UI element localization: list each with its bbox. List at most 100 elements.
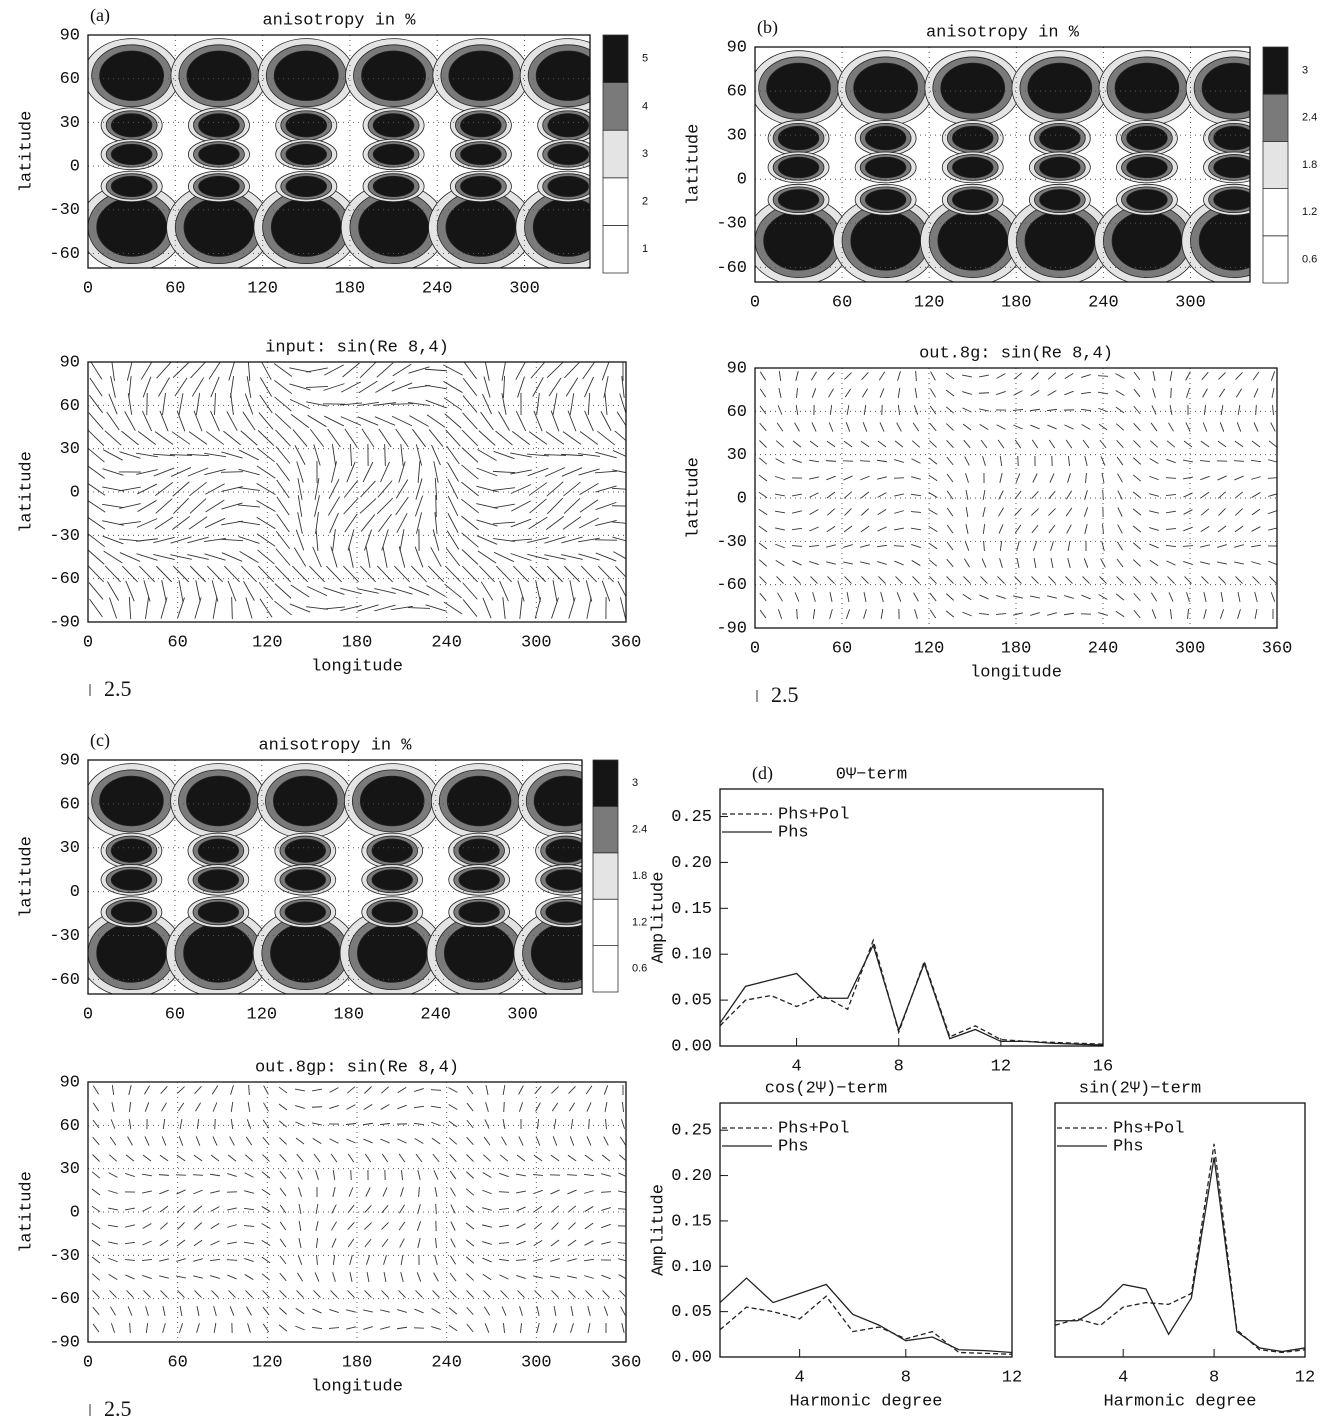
vector-stick [435,1237,437,1249]
vector-stick [145,1306,149,1316]
vector-stick [430,1089,442,1091]
vector-stick [775,458,785,464]
contour-region [864,125,907,151]
vector-stick [220,538,244,542]
vector-stick [1235,576,1243,584]
vector-stick [1117,490,1123,500]
vector-stick [962,374,972,378]
vector-stick [844,388,852,398]
vector-stick [825,460,837,462]
contour-region [1289,63,1334,113]
vector-stick [586,1136,592,1146]
vector-stick [566,1174,578,1176]
contour-region [547,143,589,166]
vector-stick [221,552,243,562]
vector-stick [1133,576,1141,584]
vector-stick [1048,490,1056,500]
vector-stick [380,1138,390,1144]
vector-stick [1013,390,1023,396]
y-tick-label: -30 [49,201,80,220]
vector-stick [482,1273,492,1281]
y-tick-label: 60 [727,83,747,102]
contour-region [1296,123,1334,152]
vector-stick [194,1290,202,1298]
vector-stick [946,507,954,517]
vector-stick [826,491,836,499]
vector-stick [1183,440,1193,448]
vector-stick [812,608,816,620]
vector-stick [1200,544,1210,548]
vector-stick [1152,371,1156,381]
vector-stick [400,1255,404,1265]
vector-stick [602,1290,610,1298]
vector-stick [1166,560,1176,566]
vector-stick [416,512,422,534]
vector-stick [278,1324,288,1332]
vector-stick [257,447,275,463]
vector-stick [996,391,1006,395]
vector-stick [346,1104,356,1110]
legend-label: Phs+Pol [778,805,849,824]
vector-stick [1150,592,1158,602]
scale-label: 2.5 [104,676,132,701]
y-tick-label: 30 [60,1160,80,1179]
contour-region [850,211,921,271]
vector-stick [159,1239,169,1247]
vector-stick [144,1085,150,1095]
contour-region [1039,125,1081,151]
y-axis-label: latitude [17,451,36,533]
vector-stick [314,495,320,517]
vector-stick [1050,558,1054,568]
contour-region [853,62,918,114]
vector-stick [1117,524,1123,534]
vector-stick [1270,592,1276,602]
vector-stick [414,1308,424,1314]
vector-stick [161,1136,167,1146]
vector-stick [462,599,478,617]
vector-stick [187,467,209,477]
vector-stick [1097,375,1109,377]
vector-stick [946,576,954,584]
vector-stick [759,592,767,602]
chart-title: 0Ψ−term [836,765,907,784]
vector-stick [827,576,835,584]
vector-stick [533,410,543,432]
vector-stick [193,1205,203,1213]
vector-stick [777,592,783,602]
vector-stick [570,1118,574,1130]
vector-stick [844,508,852,516]
vector-stick [329,1309,339,1313]
vector-stick [778,370,782,382]
vector-stick [296,461,304,483]
vector-stick [551,597,559,619]
vector-stick [357,416,379,426]
x-tick-label: 60 [167,1353,187,1372]
vector-stick [190,362,206,379]
vector-stick [551,1086,559,1094]
vector-stick [332,1254,336,1266]
vector-stick [323,587,345,595]
vector-stick [1133,422,1141,432]
vector-stick [276,496,290,516]
vector-stick [485,1085,489,1095]
vector-stick [91,1171,101,1179]
vector-stick [998,490,1004,500]
vector-stick [136,518,158,528]
vector-stick [553,1118,557,1130]
vector-stick [1132,508,1142,516]
vector-stick [376,362,394,378]
vector-stick [476,535,498,545]
vector-stick [275,565,291,583]
vector-stick [552,393,558,415]
x-tick-label: 12 [1295,1368,1315,1387]
vector-stick [170,536,192,544]
vector-stick [465,1222,475,1230]
vector-stick [142,1154,152,1162]
vector-stick [327,496,341,516]
vector-stick [346,1326,356,1330]
vector-stick [447,478,459,500]
vector-stick [484,1323,490,1333]
x-tick-label: 360 [611,633,642,652]
vector-stick [1199,460,1211,462]
vector-stick [193,410,203,432]
